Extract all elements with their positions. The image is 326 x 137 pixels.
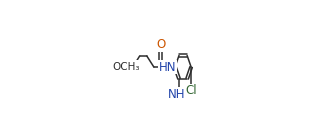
Text: Cl: Cl <box>185 84 197 97</box>
Text: NH₂: NH₂ <box>168 88 190 101</box>
Text: O: O <box>156 38 165 51</box>
Text: OCH₃: OCH₃ <box>112 62 140 72</box>
Text: HN: HN <box>159 61 176 74</box>
Text: O: O <box>128 61 138 74</box>
